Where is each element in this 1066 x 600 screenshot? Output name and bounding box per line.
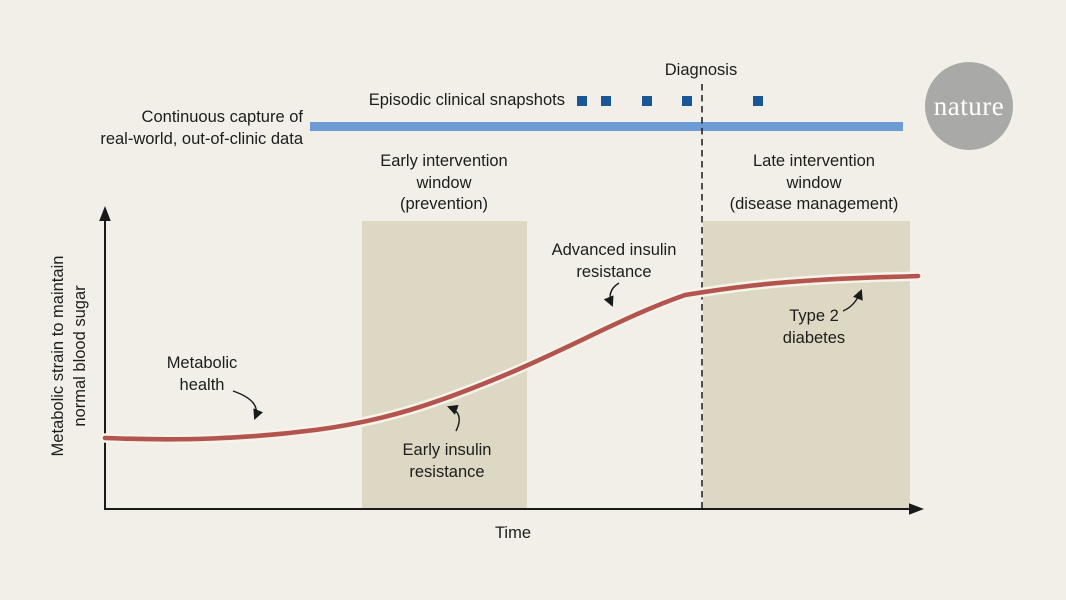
type2-diabetes-annotation: Type 2 diabetes [782,307,846,347]
metabolic-health-annotation: Metabolic health [166,354,238,394]
x-axis-label: Time [494,524,532,542]
x-axis-arrowhead-icon [909,503,924,515]
snapshot-marker [601,96,611,106]
continuous-capture-label: Continuous capture of real-world, out-of… [100,108,303,148]
early-insulin-annotation: Early insulin resistance [402,441,492,481]
nature-logo-text: nature [933,90,1005,121]
snapshot-marker [682,96,692,106]
metabolic-health-arrow-icon [232,390,264,420]
diagnosis-label: Diagnosis [664,61,738,79]
advanced-insulin-arrow-icon [603,282,620,307]
late-intervention-region [703,221,910,509]
axes [104,219,911,510]
type2-arrow-icon [842,289,863,312]
y-axis-label: Metabolic strain to maintain normal bloo… [49,255,89,457]
early-window-label: Early intervention window (prevention) [380,152,508,213]
snapshot-marker [642,96,652,106]
snapshot-marker [577,96,587,106]
advanced-insulin-annotation: Advanced insulin resistance [551,241,677,281]
early-intervention-region [362,221,527,509]
late-window-label: Late intervention window (disease manage… [729,152,899,213]
snapshot-marker [753,96,763,106]
episodic-snapshots-label: Episodic clinical snapshots [368,91,565,109]
episodic-snapshot-markers [577,96,763,106]
strain-curve [102,273,921,442]
y-axis-arrowhead-icon [99,206,111,221]
nature-logo: nature [925,62,1013,150]
early-insulin-arrow-icon [447,405,460,432]
continuous-capture-bar [310,122,903,131]
annotation-arrows [232,282,863,432]
